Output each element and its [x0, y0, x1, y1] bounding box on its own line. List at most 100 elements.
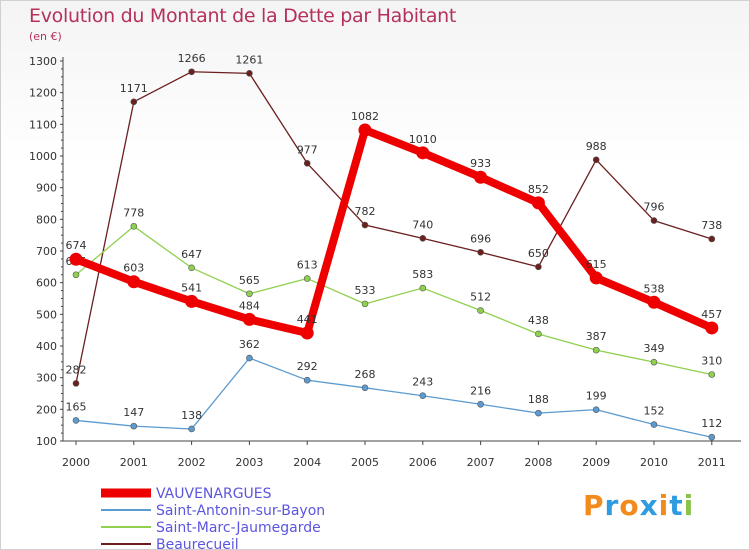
data-point: [188, 264, 195, 272]
data-point: [246, 354, 253, 362]
data-label: 1261: [235, 53, 263, 66]
data-point: [531, 196, 545, 210]
x-tick-label: 2007: [467, 456, 495, 469]
data-point: [188, 68, 195, 76]
logo-letter: i: [658, 489, 670, 522]
logo-letter: t: [669, 489, 684, 522]
data-point: [474, 170, 488, 184]
data-point: [361, 221, 369, 229]
data-label: 349: [644, 342, 665, 355]
data-label: 1010: [409, 133, 437, 146]
y-tick-label: 700: [36, 245, 57, 258]
y-tick-label: 1100: [29, 118, 57, 131]
data-point: [416, 146, 430, 160]
data-point: [647, 295, 661, 309]
series-line-vauvenargues: [74, 126, 714, 338]
data-point: [650, 217, 658, 224]
data-label: 484: [239, 299, 260, 312]
series-line-saint-marc-jaumegarde: [75, 225, 712, 376]
data-label: 199: [586, 390, 607, 403]
legend-label: Beaurecueil: [156, 537, 239, 549]
data-label: 438: [528, 314, 549, 327]
data-label: 541: [181, 281, 202, 294]
x-tick-label: 2011: [698, 456, 726, 469]
data-point: [185, 294, 199, 308]
data-point: [592, 346, 600, 354]
data-label: 457: [701, 308, 722, 321]
data-label: 796: [644, 201, 665, 214]
legend-label: VAUVENARGUES: [156, 486, 272, 502]
data-point: [246, 290, 253, 298]
data-label: 613: [297, 259, 318, 272]
y-tick-label: 200: [36, 403, 57, 416]
x-tick-label: 2002: [178, 456, 206, 469]
data-label: 696: [470, 232, 491, 245]
data-label: 647: [181, 248, 202, 261]
data-label: 292: [297, 360, 318, 373]
logo-letter: P: [583, 489, 605, 522]
data-point: [419, 392, 427, 400]
logo-letter: x: [639, 489, 659, 522]
data-label: 533: [355, 284, 376, 297]
data-label: 1171: [120, 82, 148, 95]
data-label: 674: [66, 239, 87, 252]
data-point: [477, 248, 484, 256]
x-tick-label: 2008: [524, 456, 552, 469]
data-point: [127, 275, 141, 289]
data-label: 216: [470, 384, 491, 397]
data-point: [477, 400, 484, 408]
data-label: 147: [123, 406, 144, 419]
data-label: 565: [239, 274, 260, 287]
data-point: [535, 409, 542, 417]
data-point: [705, 321, 719, 335]
logo-letter: i: [683, 489, 695, 522]
legend-label: Saint-Marc-Jaumegarde: [156, 520, 321, 536]
data-label: 362: [239, 338, 260, 351]
y-tick-label: 1200: [29, 87, 57, 100]
data-label: 310: [701, 355, 722, 368]
data-point: [535, 330, 542, 338]
y-tick-label: 1300: [29, 55, 57, 68]
legend-label: Saint-Antonin-sur-Bayon: [156, 503, 325, 519]
x-tick-label: 2001: [120, 456, 148, 469]
y-tick-label: 800: [36, 213, 57, 226]
y-tick-label: 400: [36, 340, 57, 353]
y-tick-label: 100: [36, 435, 57, 448]
data-point: [592, 156, 600, 164]
data-point: [72, 271, 80, 279]
x-tick-label: 2009: [582, 456, 610, 469]
y-tick-label: 300: [36, 372, 57, 385]
y-tick-label: 900: [36, 182, 57, 195]
data-label: 782: [355, 205, 376, 218]
data-point: [361, 384, 369, 392]
data-point: [650, 358, 658, 366]
data-label: 1082: [351, 110, 379, 123]
data-label: 138: [181, 409, 202, 422]
data-point: [358, 123, 372, 137]
x-tick-label: 2004: [293, 456, 321, 469]
data-label: 441: [297, 313, 318, 326]
series-line-saint-antonin-sur-bayon: [75, 357, 712, 438]
data-point: [188, 425, 195, 433]
data-point: [300, 326, 314, 340]
data-label: 740: [412, 218, 433, 231]
data-point: [535, 263, 542, 271]
data-label: 615: [586, 258, 607, 271]
x-tick-label: 2010: [640, 456, 668, 469]
data-point: [361, 300, 369, 308]
data-label: 268: [355, 368, 376, 381]
data-label: 778: [123, 206, 144, 219]
logo-letter: o: [619, 489, 640, 522]
data-label: 650: [528, 247, 549, 260]
data-label: 387: [586, 330, 607, 343]
y-tick-label: 500: [36, 308, 57, 321]
data-point: [419, 235, 427, 242]
data-point: [130, 223, 138, 230]
y-tick-label: 1000: [29, 150, 57, 163]
data-point: [130, 422, 138, 430]
data-label: 977: [297, 143, 318, 156]
data-label: 112: [701, 417, 722, 430]
data-label: 583: [412, 268, 433, 281]
data-label: 243: [412, 376, 433, 389]
